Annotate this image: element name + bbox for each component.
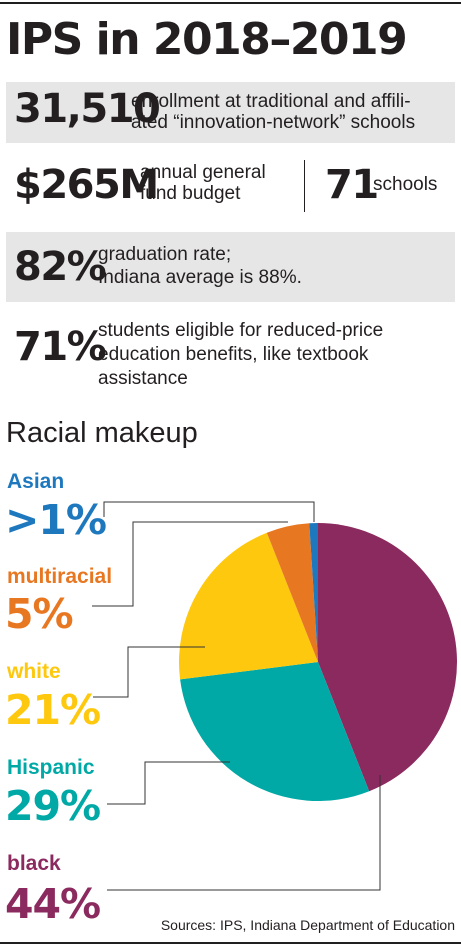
slice-value-black: 44% — [5, 880, 101, 928]
bottom-rule — [0, 942, 461, 944]
enrollment-text-line1: enrollment at traditional and affili- — [131, 91, 411, 112]
chart-title: Racial makeup — [6, 417, 198, 449]
leader-line-hispanic — [107, 761, 230, 805]
slice-value-hispanic: 29% — [5, 782, 101, 830]
page-title: IPS in 2018–2019 — [6, 14, 408, 65]
budget-text-line1: annual general — [140, 162, 266, 183]
schools-text: schools — [373, 174, 438, 195]
top-rule — [0, 2, 461, 4]
leader-line-white — [93, 646, 205, 698]
eligible-text-line3: assistance — [98, 368, 188, 389]
graduation-band — [6, 232, 455, 302]
eligible-text-line2: education benefits, like textbook — [98, 344, 369, 365]
slice-label-hispanic: Hispanic — [7, 756, 95, 779]
pie-slice-white — [179, 532, 318, 680]
budget-value: $265M — [14, 162, 159, 208]
graduation-text-line2: Indiana average is 88%. — [98, 267, 302, 288]
eligible-text-line1: students eligible for reduced-price — [98, 320, 384, 341]
leader-line-black — [107, 775, 381, 891]
schools-value: 71 — [325, 162, 379, 208]
eligible-value: 71% — [14, 324, 107, 370]
slice-value-asian: >1% — [5, 496, 107, 544]
leader-line-multiracial — [92, 521, 288, 607]
slice-label-multiracial: multiracial — [7, 565, 113, 588]
leader-line-asian — [103, 501, 315, 522]
budget-text-line2: fund budget — [140, 183, 241, 204]
enrollment-text-line2: ated “innovation-network” schools — [131, 112, 416, 133]
pie-slice-hispanic — [180, 662, 370, 801]
graduation-value: 82% — [14, 244, 107, 290]
slice-value-white: 21% — [5, 686, 101, 734]
enrollment-band — [6, 82, 455, 143]
slice-label-asian: Asian — [7, 470, 65, 493]
graduation-text-line1: graduation rate; — [98, 244, 232, 265]
pie-slice-asian — [309, 523, 318, 662]
pie-slice-black — [318, 523, 458, 792]
source-note: Sources: IPS, Indiana Department of Educ… — [160, 917, 455, 933]
pie-slice-multiracial — [266, 523, 318, 662]
slice-label-white: white — [7, 660, 61, 683]
stat-divider — [304, 160, 305, 212]
enrollment-value: 31,510 — [14, 86, 161, 132]
slice-label-black: black — [7, 852, 61, 875]
slice-value-multiracial: 5% — [5, 590, 74, 638]
